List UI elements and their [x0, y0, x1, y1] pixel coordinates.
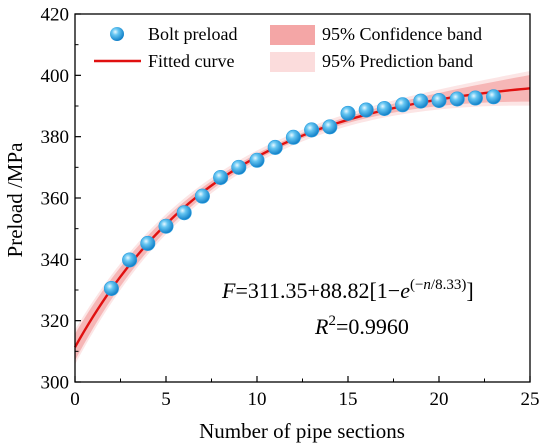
data-point — [395, 97, 411, 113]
legend-confidence-swatch — [270, 25, 315, 45]
y-tick-label: 420 — [41, 5, 70, 26]
data-point — [304, 122, 320, 138]
x-tick-label: 15 — [339, 389, 358, 410]
eq-exponent-open: (− — [410, 277, 423, 293]
scatter-points — [103, 89, 502, 296]
y-tick-label: 360 — [41, 189, 70, 210]
data-point — [486, 89, 502, 105]
x-tick-label: 5 — [161, 389, 171, 410]
data-point — [322, 119, 338, 135]
legend-scatter-marker — [110, 27, 124, 41]
legend-prediction-swatch — [270, 52, 315, 72]
prediction-band — [75, 71, 530, 365]
data-point — [213, 169, 229, 185]
x-axis-title: Number of pipe sections — [199, 419, 405, 443]
eq-close: ] — [466, 278, 473, 303]
eq-exponent-close: /8.33) — [431, 277, 466, 293]
y-tick-label: 380 — [41, 127, 70, 148]
r-squared: R2=0.9960 — [314, 313, 409, 339]
y-tick-label: 300 — [41, 373, 70, 394]
x-tick-label: 10 — [248, 389, 267, 410]
eq-rhs: =311.35+88.82[1− — [235, 278, 400, 303]
data-point — [103, 280, 119, 296]
eq-F: F — [221, 278, 236, 303]
bands-layer — [75, 71, 530, 365]
data-point — [285, 129, 301, 145]
eq-e: e — [400, 278, 410, 303]
y-tick-label: 400 — [41, 66, 70, 87]
axis-ticks: 0 5 10 15 20 25 300 320 340 360 380 400 420 — [41, 5, 540, 411]
legend-prediction-label: 95% Prediction band — [322, 51, 473, 71]
fit-equation: F=311.35+88.82[1−e(−n/8.33)] — [221, 277, 474, 303]
data-point — [376, 100, 392, 116]
data-point — [449, 91, 465, 107]
confidence-band — [75, 75, 530, 361]
data-point — [249, 152, 265, 168]
data-point — [140, 235, 156, 251]
data-point — [467, 90, 483, 106]
data-point — [231, 159, 247, 175]
data-point — [158, 218, 174, 234]
data-point — [340, 105, 356, 121]
r2-value: =0.9960 — [336, 314, 409, 339]
data-point — [176, 205, 192, 221]
data-point — [431, 92, 447, 108]
fitted-curve-line — [73, 87, 531, 348]
y-axis-title: Preload /MPa — [3, 142, 27, 258]
legend-line-label: Fitted curve — [148, 51, 234, 71]
y-tick-label: 320 — [41, 311, 70, 332]
x-tick-label: 25 — [521, 389, 540, 410]
legend: Bolt preload Fitted curve 95% Confidence… — [94, 24, 482, 72]
r2-R: R — [314, 314, 329, 339]
eq-exponent-n: n — [423, 277, 431, 293]
legend-confidence-label: 95% Confidence band — [322, 24, 482, 44]
data-point — [358, 102, 374, 118]
r2-sup: 2 — [328, 313, 336, 329]
data-point — [413, 93, 429, 109]
x-tick-label: 0 — [70, 389, 80, 410]
data-point — [194, 188, 210, 204]
data-point — [122, 252, 138, 268]
legend-scatter-label: Bolt preload — [148, 24, 237, 44]
y-tick-label: 340 — [41, 250, 70, 271]
x-tick-label: 20 — [430, 389, 449, 410]
data-point — [267, 139, 283, 155]
